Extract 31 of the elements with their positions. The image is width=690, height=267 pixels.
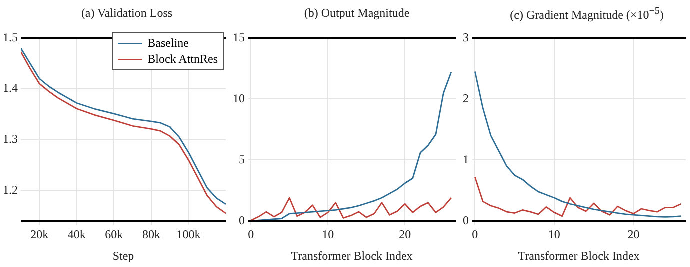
x-tick-label: 20k	[30, 228, 49, 242]
x-axis-title: Transformer Block Index	[518, 248, 640, 263]
y-tick-label: 10	[233, 91, 245, 106]
y-tick-label: 5	[239, 152, 245, 166]
y-tick-label: 0	[463, 213, 469, 228]
legend-label: Block AttnRes	[148, 51, 218, 67]
y-tick-label: 1.2	[3, 182, 18, 197]
x-tick-label: 80k	[142, 228, 160, 242]
y-tick-label: 1.4	[3, 81, 18, 96]
x-tick-label: 0	[248, 228, 254, 242]
y-tick-label: 0	[239, 213, 245, 228]
y-tick-label: 2	[463, 91, 469, 106]
x-tick-label: 40k	[68, 228, 86, 242]
chart-title: (a) Validation Loss	[80, 5, 174, 22]
y-tick-label: 1	[463, 152, 469, 166]
x-tick-label: 20	[628, 228, 640, 242]
x-axis-title: Transformer Block Index	[291, 248, 413, 263]
y-tick-label: 15	[233, 30, 245, 44]
x-axis-title: Step	[112, 248, 134, 263]
x-tick-label: 0	[472, 228, 478, 242]
legend-label: Baseline	[148, 35, 189, 51]
x-tick-label: 10	[322, 228, 334, 242]
x-tick-label: 60k	[105, 228, 124, 242]
x-tick-label: 100k	[176, 228, 201, 242]
chart-title: (b) Output Magnitude	[303, 5, 411, 22]
chart-title: (c) Gradient Magnitude (×10$^{−5}$)	[509, 5, 665, 24]
y-tick-label: 1.3	[3, 132, 18, 146]
y-tick-label: 3	[463, 30, 469, 44]
x-tick-label: 20	[399, 228, 412, 242]
y-tick-label: 1.5	[3, 30, 18, 44]
x-tick-label: 10	[548, 228, 560, 242]
